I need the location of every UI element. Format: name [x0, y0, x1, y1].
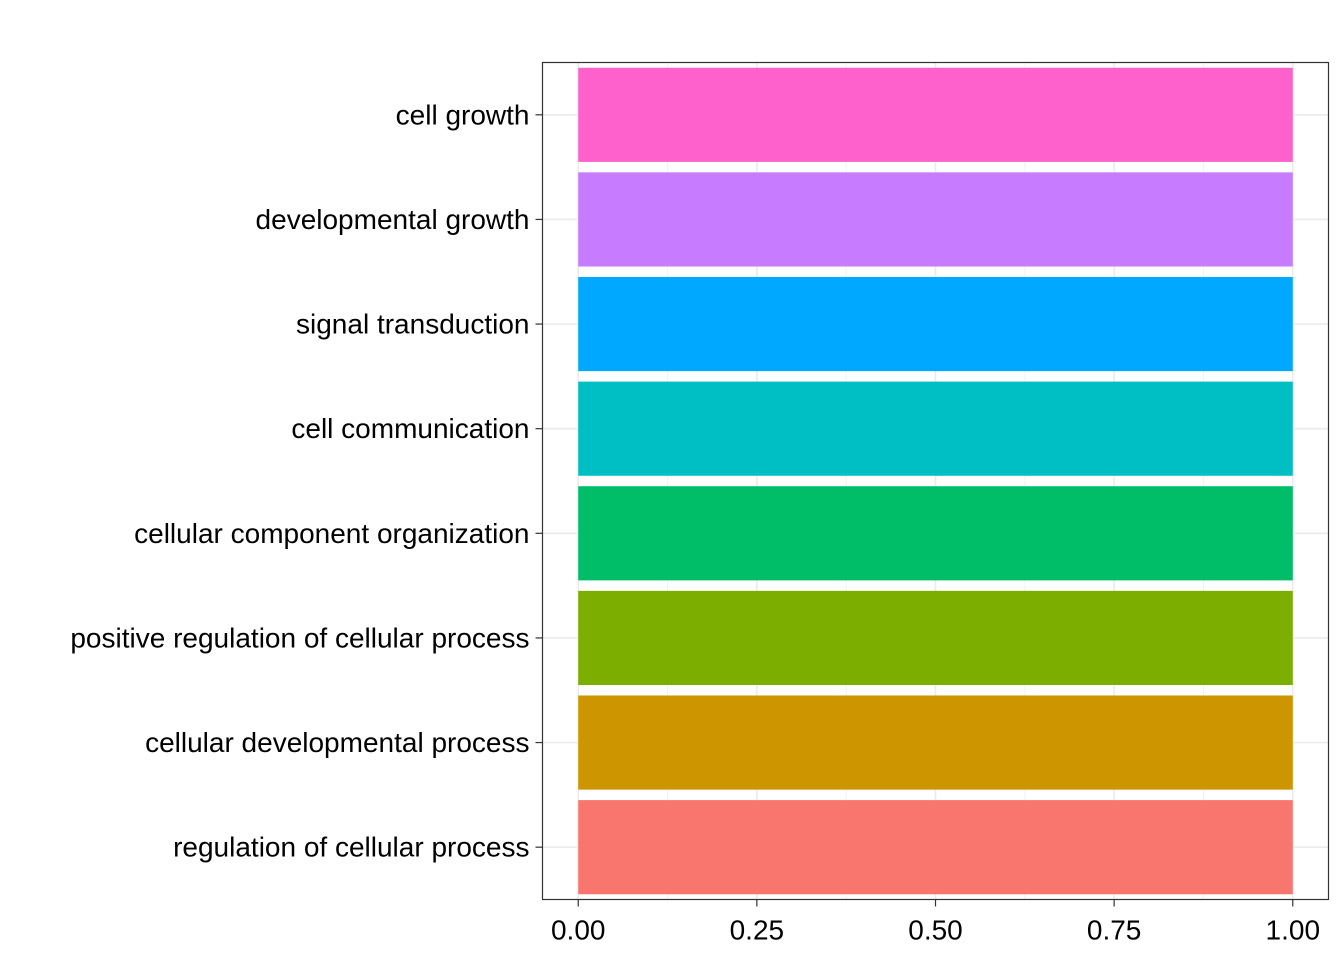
y-tick-label: developmental growth [256, 204, 530, 235]
x-axis: 0.00 0.25 0.50 0.75 1.00 [551, 899, 1321, 946]
x-tick-label: 1.00 [1266, 915, 1321, 946]
bar [578, 172, 1293, 267]
y-tick-label: signal transduction [296, 309, 529, 340]
x-tick-label: 0.50 [908, 915, 963, 946]
bars [578, 67, 1293, 895]
y-tick-label: cell communication [291, 413, 529, 444]
bar [578, 486, 1293, 581]
bar [578, 800, 1293, 895]
y-tick-label: cellular developmental process [145, 727, 529, 758]
y-tick-label: cell growth [396, 99, 530, 130]
bar [578, 67, 1293, 162]
x-tick-label: 0.75 [1087, 915, 1142, 946]
x-tick-label: 0.25 [730, 915, 785, 946]
bar [578, 695, 1293, 790]
bar [578, 590, 1293, 686]
x-tick-label: 0.00 [551, 915, 606, 946]
y-axis: regulation of cellular process cellular d… [70, 99, 543, 863]
y-tick-label: regulation of cellular process [173, 832, 529, 863]
bar [578, 276, 1293, 372]
bar [578, 381, 1293, 476]
y-tick-label: cellular component organization [134, 518, 529, 549]
y-tick-label: positive regulation of cellular process [70, 622, 529, 653]
